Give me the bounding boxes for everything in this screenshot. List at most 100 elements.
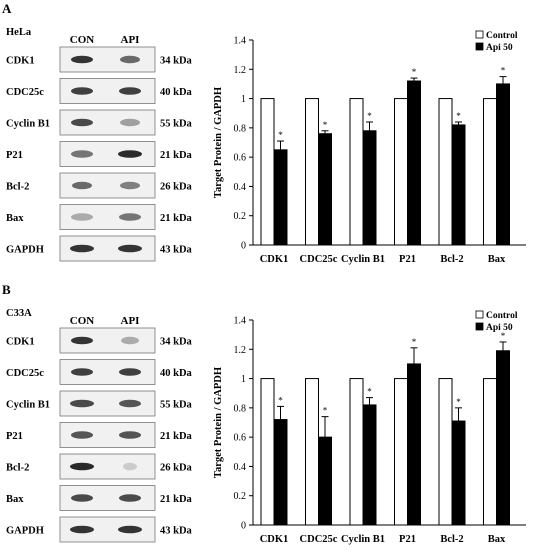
protein-label: Cyclin B1 xyxy=(6,119,50,130)
significance-mark: * xyxy=(412,67,417,77)
protein-label: Bax xyxy=(6,494,24,505)
blot-panel-B: B C33A CON API CDK1 34 kDa CDC25c 40 kDa Cyclin … xyxy=(2,282,193,543)
band-con xyxy=(71,431,93,439)
y-tick-label: 0 xyxy=(241,521,246,532)
significance-mark: * xyxy=(501,66,506,76)
lane-label-api: API xyxy=(121,315,140,327)
legend-label: Control xyxy=(486,31,518,41)
legend-swatch xyxy=(475,42,484,51)
band-con xyxy=(70,462,94,471)
bar-control xyxy=(483,98,497,246)
y-axis-label: Target Protein / GAPDH xyxy=(213,87,224,198)
bar-chart-1: 0 0.2 0.4 0.6 0.8 1 1.2 1.4 Target Protein / GAP… xyxy=(213,30,526,265)
kda-label: 40 kDa xyxy=(160,368,193,379)
y-tick-label: 1 xyxy=(241,374,246,385)
significance-mark: * xyxy=(367,387,372,397)
x-tick-label: Cyclin B1 xyxy=(341,534,385,545)
x-tick-label: CDK1 xyxy=(260,254,289,265)
bar-control xyxy=(305,378,319,526)
y-tick-label: 1.4 xyxy=(234,316,247,327)
significance-mark: * xyxy=(501,331,506,341)
x-tick-label: CDC25c xyxy=(300,534,338,545)
band-api xyxy=(119,368,141,376)
lane-label-con: CON xyxy=(70,315,95,327)
band-con xyxy=(71,118,93,127)
bar-control xyxy=(349,98,364,246)
bar-control xyxy=(394,98,408,246)
kda-label: 21 kDa xyxy=(160,431,193,442)
bar-api50 xyxy=(362,404,377,526)
band-api xyxy=(118,150,142,158)
band-con xyxy=(71,213,93,221)
y-tick-label: 0.8 xyxy=(234,123,247,134)
kda-label: 55 kDa xyxy=(160,400,193,411)
protein-label: Bcl-2 xyxy=(6,182,29,193)
significance-mark: * xyxy=(323,120,328,130)
x-tick-label: Cyclin B1 xyxy=(341,254,385,265)
protein-label: P21 xyxy=(6,150,23,161)
panel-letter: B xyxy=(2,282,11,297)
y-tick-label: 0.8 xyxy=(234,403,247,414)
bar-api50 xyxy=(407,363,421,526)
protein-label: GAPDH xyxy=(6,526,44,537)
y-tick-label: 0.2 xyxy=(234,211,247,222)
y-tick-label: 0.2 xyxy=(234,491,247,502)
band-api xyxy=(120,55,140,64)
significance-mark: * xyxy=(278,395,283,405)
kda-label: 40 kDa xyxy=(160,87,193,98)
bar-control xyxy=(438,378,453,526)
band-api xyxy=(121,336,139,345)
kda-label: 26 kDa xyxy=(160,463,193,474)
y-tick-label: 0.4 xyxy=(234,182,247,193)
kda-label: 21 kDa xyxy=(160,494,193,505)
legend-label: Api 50 xyxy=(486,43,513,53)
x-tick-label: Bax xyxy=(488,534,506,545)
bar-control xyxy=(483,378,497,526)
bar-chart-2: 0 0.2 0.4 0.6 0.8 1 1.2 1.4 Target Protein / GAP… xyxy=(213,310,526,545)
band-api xyxy=(118,244,142,253)
protein-label: P21 xyxy=(6,431,23,442)
band-api xyxy=(120,118,140,127)
y-tick-label: 0.6 xyxy=(234,153,247,164)
legend-label: Control xyxy=(486,311,518,321)
bar-api50 xyxy=(362,130,377,246)
y-tick-label: 1.2 xyxy=(234,345,247,356)
x-tick-label: P21 xyxy=(399,534,416,545)
y-tick-label: 0 xyxy=(241,241,246,252)
band-api xyxy=(119,494,141,502)
bar-api50 xyxy=(273,149,288,246)
kda-label: 26 kDa xyxy=(160,182,193,193)
band-api xyxy=(119,399,141,408)
protein-label: Cyclin B1 xyxy=(6,400,50,411)
bar-control xyxy=(438,98,453,246)
significance-mark: * xyxy=(323,406,328,416)
kda-label: 43 kDa xyxy=(160,526,193,537)
band-api xyxy=(120,181,140,190)
kda-label: 21 kDa xyxy=(160,213,193,224)
y-tick-label: 0.6 xyxy=(234,433,247,444)
band-api xyxy=(123,462,137,471)
y-tick-label: 1.4 xyxy=(234,36,247,47)
bar-api50 xyxy=(451,420,466,526)
band-con xyxy=(72,181,92,190)
cell-line-label: HeLa xyxy=(6,27,32,38)
legend-swatch xyxy=(475,322,484,331)
panel-letter: A xyxy=(2,1,12,16)
band-con xyxy=(70,399,94,408)
significance-mark: * xyxy=(456,397,461,407)
band-con xyxy=(71,368,93,376)
band-con xyxy=(71,87,93,95)
bar-api50 xyxy=(496,350,510,526)
band-api xyxy=(118,525,142,534)
bar-api50 xyxy=(273,419,288,526)
kda-label: 21 kDa xyxy=(160,150,193,161)
legend-label: Api 50 xyxy=(486,323,513,333)
x-tick-label: CDK1 xyxy=(260,534,289,545)
kda-label: 34 kDa xyxy=(160,56,193,67)
x-tick-label: Bcl-2 xyxy=(440,534,463,545)
y-tick-label: 1.2 xyxy=(234,65,247,76)
bar-control xyxy=(349,378,364,526)
band-con xyxy=(70,244,94,253)
bar-control xyxy=(260,378,275,526)
cell-line-label: C33A xyxy=(6,308,32,319)
